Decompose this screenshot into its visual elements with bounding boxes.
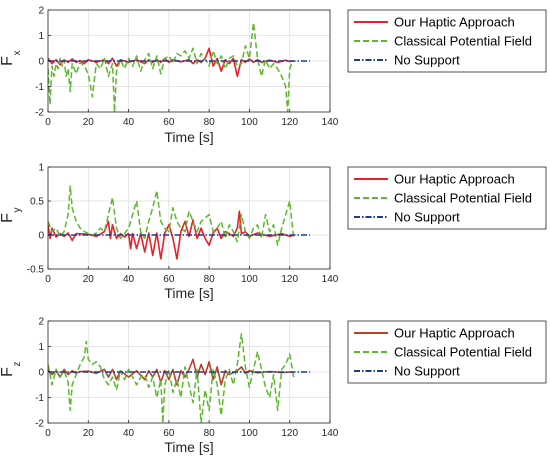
y-tick-label: -1 — [35, 82, 44, 93]
x-axis-label: Time [s] — [164, 285, 213, 301]
series-group — [48, 185, 310, 260]
series-line-2 — [48, 22, 295, 112]
legend-entry-1: Our Haptic Approach — [394, 326, 515, 341]
y-axis-label: F — [0, 56, 16, 66]
x-tick-label: 140 — [322, 117, 339, 128]
legend-entry-3: No Support — [394, 53, 460, 68]
y-axis-label: F — [0, 367, 16, 377]
x-tick-label: 100 — [241, 428, 258, 439]
x-axis-label: Time [s] — [164, 129, 213, 145]
x-tick-label: 120 — [281, 428, 298, 439]
x-tick-label: 20 — [83, 274, 95, 285]
y-tick-label: -2 — [35, 108, 44, 119]
x-tick-label: 100 — [241, 274, 258, 285]
legend-entry-2: Classical Potential Field — [394, 34, 532, 49]
x-tick-label: 20 — [83, 428, 95, 439]
x-tick-label: 80 — [204, 117, 216, 128]
x-tick-label: 140 — [322, 274, 339, 285]
y-tick-label: 2 — [38, 6, 44, 17]
y-tick-label: 0 — [38, 231, 44, 242]
x-tick-label: 20 — [83, 117, 95, 128]
chart-panel-3: 0 20 40 60 80 100 120 140 -2 -1 0 1 2 Time [s] Fz Our H… — [0, 317, 547, 455]
y-tick-label: 1 — [38, 163, 44, 174]
series-group — [48, 333, 310, 423]
y-axis-label-subscript: y — [12, 208, 23, 213]
x-tick-label: 60 — [163, 274, 175, 285]
y-tick-label: -2 — [35, 419, 44, 430]
chart-panel-1: 0 20 40 60 80 100 120 140 -2 -1 0 1 2 Time [s] Fx Our H… — [0, 6, 547, 145]
legend-entry-3: No Support — [394, 210, 460, 225]
x-axis-label: Time [s] — [164, 439, 213, 455]
axes-box — [47, 166, 331, 270]
series-line-2 — [48, 185, 295, 246]
x-tick-label: 60 — [163, 117, 175, 128]
y-axis-label-subscript: z — [12, 362, 23, 367]
x-tick-label: 0 — [45, 274, 51, 285]
series-group — [48, 22, 310, 112]
x-tick-label: 40 — [123, 428, 135, 439]
x-tick-label: 0 — [45, 117, 51, 128]
y-tick-label: 0 — [38, 368, 44, 379]
x-tick-label: 120 — [281, 274, 298, 285]
y-axis-label-subscript: x — [12, 51, 23, 56]
x-tick-label: 40 — [123, 274, 135, 285]
y-tick-label: 0 — [38, 57, 44, 68]
y-tick-label: 1 — [38, 31, 44, 42]
legend-entry-1: Our Haptic Approach — [394, 15, 515, 30]
y-axis-label: F — [0, 213, 16, 223]
legend-entry-1: Our Haptic Approach — [394, 172, 515, 187]
y-tick-label: 0.5 — [30, 197, 44, 208]
x-tick-label: 120 — [281, 117, 298, 128]
y-tick-label: 2 — [38, 317, 44, 328]
x-tick-label: 0 — [45, 428, 51, 439]
x-tick-label: 80 — [204, 274, 216, 285]
x-tick-label: 60 — [163, 428, 175, 439]
x-tick-label: 140 — [322, 428, 339, 439]
plot-area — [48, 167, 330, 269]
legend-entry-2: Classical Potential Field — [394, 345, 532, 360]
series-line-2 — [48, 333, 295, 423]
x-tick-label: 80 — [204, 428, 216, 439]
x-tick-label: 100 — [241, 117, 258, 128]
x-tick-label: 40 — [123, 117, 135, 128]
y-tick-label: -0.5 — [27, 265, 45, 276]
y-tick-label: -1 — [35, 393, 44, 404]
series-line-1 — [48, 210, 294, 260]
legend-entry-3: No Support — [394, 364, 460, 379]
legend-entry-2: Classical Potential Field — [394, 191, 532, 206]
y-tick-label: 1 — [38, 342, 44, 353]
